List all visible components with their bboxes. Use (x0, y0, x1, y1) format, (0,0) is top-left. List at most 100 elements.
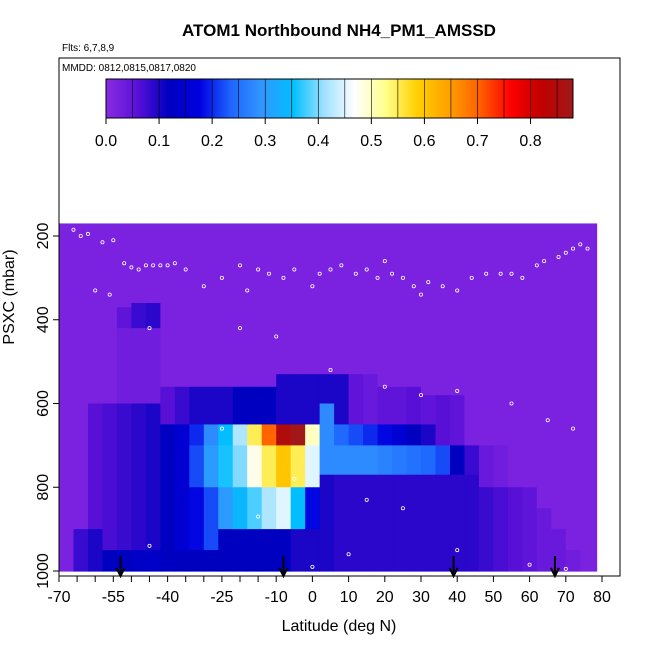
heatmap-cell (435, 223, 451, 396)
sample-point (527, 562, 532, 567)
heatmap-cell (247, 529, 263, 572)
y-tick-label: 600 (35, 390, 52, 417)
heatmap-cell (421, 424, 437, 446)
sample-point (563, 250, 568, 255)
y-tick-label: 800 (35, 474, 52, 501)
heatmap-cell (305, 529, 321, 572)
heatmap-cell (522, 223, 538, 488)
sample-point (71, 227, 76, 232)
colorbar-tick-label: 0.3 (254, 133, 276, 150)
heatmap-cell (464, 223, 480, 446)
sample-point (455, 288, 460, 293)
sample-point (498, 271, 503, 276)
heatmap-cell (406, 223, 422, 388)
heatmap-cell (406, 445, 422, 476)
heatmap-cell (261, 424, 277, 446)
sample-point (158, 263, 163, 268)
sample-point (484, 271, 489, 276)
sample-point (147, 543, 152, 548)
x-tick-label: 20 (376, 589, 394, 606)
heatmap-cell (305, 487, 321, 530)
sample-point (545, 418, 550, 423)
sample-point (364, 497, 369, 502)
sample-point (143, 263, 148, 268)
heatmap-cell (247, 424, 263, 446)
y-tick-label: 400 (35, 306, 52, 333)
sample-point (201, 284, 206, 289)
x-tick-label: 10 (340, 589, 358, 606)
heatmap-cell (116, 328, 132, 405)
heatmap-cell (203, 424, 219, 446)
heatmap-cell (145, 550, 161, 572)
sample-point (426, 280, 431, 285)
heatmap-cell (507, 223, 523, 488)
sample-point (563, 566, 568, 571)
heatmap-cell (334, 445, 350, 476)
heatmap-cell (493, 445, 509, 488)
heatmap-cell (290, 374, 306, 426)
heatmap-cell (421, 395, 437, 426)
heatmap-cell (276, 223, 292, 375)
y-tick-label: 1000 (35, 553, 52, 589)
heatmap-cell (87, 403, 104, 530)
x-tick-label: 30 (412, 589, 430, 606)
heatmap-cell (363, 374, 379, 426)
heatmap-cell (232, 445, 248, 488)
heatmap-cell (232, 223, 248, 388)
sample-point (172, 261, 177, 266)
colorbar-tick-label: 0.0 (95, 133, 117, 150)
heatmap-cell (377, 386, 393, 426)
sample-point (256, 514, 261, 519)
heatmap-cell (377, 424, 393, 446)
heatmap-cell (203, 550, 219, 572)
x-tick-label: -40 (156, 589, 179, 606)
heatmap-cell (203, 487, 219, 551)
plot-frame (58, 57, 621, 577)
x-tick-label: 0 (308, 589, 317, 606)
heatmap-cell (174, 424, 190, 551)
heatmap-cell (334, 374, 350, 426)
heatmap-cell (131, 303, 147, 329)
heatmap-cell (102, 550, 118, 572)
heatmap-cell (174, 550, 190, 572)
x-tick-label: 60 (521, 589, 539, 606)
heatmap-cell (276, 487, 292, 530)
heatmap-cell (305, 223, 321, 375)
colorbar-tick-label: 0.1 (148, 133, 170, 150)
heatmap-cell (392, 424, 408, 446)
heatmap-cell (421, 223, 437, 396)
heatmap-cell (392, 223, 408, 388)
sample-point (219, 426, 224, 431)
heatmap-cell (580, 223, 598, 572)
heatmap-cell (174, 386, 190, 426)
sample-point (219, 275, 224, 280)
heatmap-cell (348, 445, 364, 476)
heatmap-cell (218, 386, 234, 426)
sample-point (328, 367, 333, 372)
sample-point (281, 275, 286, 280)
sample-point (400, 275, 405, 280)
heatmap-cell (449, 223, 466, 396)
heatmap-cell (218, 529, 234, 572)
heatmap-cell (261, 223, 277, 388)
heatmap-cell (435, 474, 451, 572)
heatmap-cell (290, 487, 306, 530)
heatmap-cell (189, 223, 205, 388)
colorbar-tick-label: 0.5 (360, 133, 382, 150)
heatmap-cell (73, 529, 89, 572)
sample-point (310, 564, 315, 569)
heatmap-cell (189, 424, 205, 446)
sample-point (78, 233, 83, 238)
heatmap-cell (290, 223, 306, 375)
heatmap-cell (348, 223, 364, 375)
dates-label: MMDD: 0812,0815,0817,0820 (62, 63, 196, 74)
x-tick-label: 50 (485, 589, 503, 606)
heatmap-cell (189, 386, 205, 426)
heatmap-cell (189, 550, 205, 572)
heatmap-cell (87, 529, 104, 572)
heatmap-cell (116, 403, 132, 551)
sample-point (136, 267, 141, 272)
sample-point (353, 271, 358, 276)
sample-point (245, 288, 250, 293)
